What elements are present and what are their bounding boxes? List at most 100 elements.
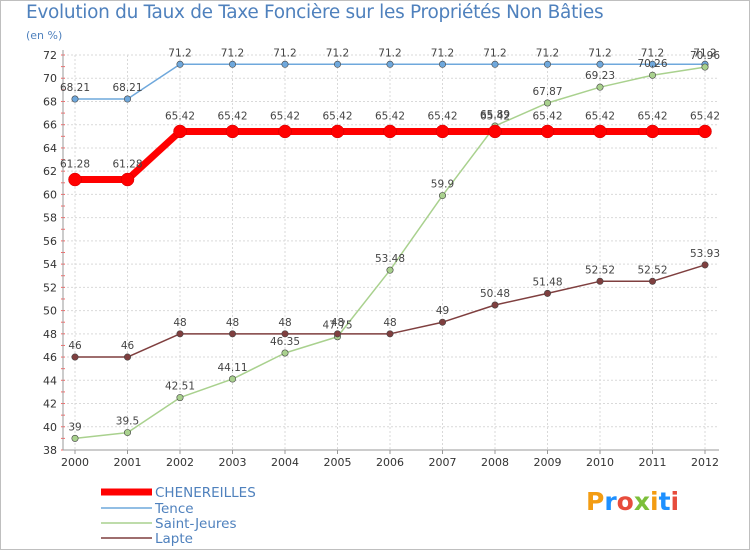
- y-tick-label: 62: [43, 165, 57, 178]
- x-tick-label: 2003: [219, 456, 247, 469]
- data-label-tence: 71.2: [431, 47, 454, 59]
- data-point-saint-jeures: [124, 429, 132, 437]
- data-label-lapte: 48: [383, 317, 396, 329]
- logo-letter: o: [616, 487, 634, 516]
- data-point-tence: [176, 60, 184, 68]
- data-point-saint-jeures: [386, 266, 394, 274]
- data-point-chenereilles: [173, 124, 187, 139]
- data-label-lapte: 49: [436, 305, 449, 317]
- data-label-saint-jeures: 46.35: [270, 336, 300, 348]
- y-tick-label: 60: [43, 188, 57, 201]
- data-label-saint-jeures: 42.51: [165, 381, 195, 393]
- x-tick-label: 2002: [166, 456, 194, 469]
- legend-label-chenereilles: CHENEREILLES: [155, 485, 256, 501]
- data-point-tence: [648, 60, 656, 68]
- data-label-lapte: 50.48: [480, 288, 510, 300]
- logo-letter: i: [650, 487, 659, 516]
- data-point-saint-jeures: [543, 99, 551, 107]
- data-label-chenereilles: 65.42: [375, 110, 405, 122]
- y-tick-label: 44: [43, 374, 57, 387]
- data-point-tence: [124, 95, 132, 103]
- data-point-chenereilles: [698, 124, 712, 139]
- data-label-saint-jeures: 59.9: [431, 179, 454, 191]
- label-layer: 61.28 61.28 65.42 65.42 65.42 65.42 65.42 65.42…: [60, 47, 720, 433]
- axis-layer: 38 40 42 44 46 48 50 52 54 56 58 60 62 64 66 68 70 72 2000…: [43, 49, 719, 469]
- data-label-saint-jeures: 65.89: [480, 109, 510, 121]
- data-label-chenereilles: 65.42: [322, 110, 352, 122]
- data-point-saint-jeures: [596, 83, 604, 91]
- y-tick-label: 46: [43, 351, 57, 364]
- y-tick-label: 66: [43, 119, 57, 132]
- data-point-chenereilles: [593, 124, 607, 139]
- data-point-saint-jeures: [176, 394, 184, 402]
- data-label-saint-jeures: 67.87: [532, 86, 562, 98]
- data-point-tence: [229, 60, 237, 68]
- data-point-chenereilles: [488, 124, 502, 139]
- data-label-tence: 71.2: [536, 47, 559, 59]
- y-tick-label: 40: [43, 421, 57, 434]
- y-tick-label: 52: [43, 281, 57, 294]
- legend-label-lapte: Lapte: [155, 531, 193, 547]
- data-point-lapte: [543, 289, 551, 297]
- data-label-lapte: 51.48: [532, 276, 562, 288]
- x-tick-label: 2010: [586, 456, 614, 469]
- data-point-tence: [596, 60, 604, 68]
- data-label-chenereilles: 65.42: [532, 110, 562, 122]
- series-layer: [68, 60, 712, 442]
- y-tick-label: 42: [43, 398, 57, 411]
- data-point-saint-jeures: [648, 71, 656, 79]
- logo-letter: x: [633, 487, 650, 516]
- data-point-chenereilles: [68, 172, 82, 187]
- y-tick-label: 38: [43, 444, 57, 457]
- x-tick-label: 2007: [429, 456, 457, 469]
- data-point-lapte: [229, 330, 237, 338]
- data-point-tence: [438, 60, 446, 68]
- logo-letter: r: [604, 487, 617, 516]
- data-label-tence: 68.21: [60, 82, 90, 94]
- data-point-lapte: [701, 261, 709, 269]
- x-tick-label: 2012: [691, 456, 719, 469]
- data-point-chenereilles: [278, 124, 292, 139]
- y-tick-label: 70: [43, 72, 57, 85]
- data-label-saint-jeures: 70.96: [690, 50, 720, 62]
- data-point-lapte: [491, 301, 499, 309]
- x-tick-label: 2011: [639, 456, 667, 469]
- data-label-lapte: 46: [121, 340, 135, 352]
- data-label-lapte: 48: [226, 317, 239, 329]
- x-tick-label: 2005: [324, 456, 352, 469]
- y-tick-label: 54: [43, 258, 57, 271]
- logo-letter: i: [670, 487, 680, 516]
- logo-letter: P: [586, 487, 605, 516]
- data-point-tence: [281, 60, 289, 68]
- data-point-saint-jeures: [701, 63, 709, 71]
- data-label-chenereilles: 65.42: [217, 110, 247, 122]
- data-point-lapte: [176, 330, 184, 338]
- x-tick-label: 2009: [534, 456, 562, 469]
- data-label-saint-jeures: 70.26: [637, 58, 667, 70]
- data-point-lapte: [333, 330, 341, 338]
- data-point-lapte: [124, 353, 132, 361]
- data-label-saint-jeures: 53.48: [375, 253, 405, 265]
- data-point-lapte: [648, 277, 656, 285]
- data-label-tence: 71.2: [641, 47, 664, 59]
- data-point-tence: [333, 60, 341, 68]
- data-point-chenereilles: [540, 124, 555, 139]
- data-point-tence: [491, 60, 499, 68]
- x-tick-label: 2001: [114, 456, 142, 469]
- data-label-chenereilles: 65.42: [585, 110, 615, 122]
- data-label-saint-jeures: 69.23: [585, 70, 615, 82]
- legend-label-tence: Tence: [154, 501, 194, 517]
- legend-label-saint-jeures: Saint-Jeures: [155, 516, 237, 532]
- data-label-tence: 71.2: [588, 47, 611, 59]
- data-label-tence: 71.2: [168, 47, 191, 59]
- data-point-tence: [71, 95, 79, 103]
- data-label-chenereilles: 65.42: [690, 110, 720, 122]
- data-label-lapte: 53.93: [690, 248, 720, 260]
- data-label-saint-jeures: 39.5: [116, 416, 139, 428]
- data-label-lapte: 48: [278, 317, 291, 329]
- data-point-saint-jeures: [229, 375, 237, 383]
- data-point-saint-jeures: [438, 192, 446, 200]
- chart-title: Evolution du Taux de Taxe Foncière sur l…: [26, 2, 604, 23]
- logo-letter: t: [658, 487, 671, 516]
